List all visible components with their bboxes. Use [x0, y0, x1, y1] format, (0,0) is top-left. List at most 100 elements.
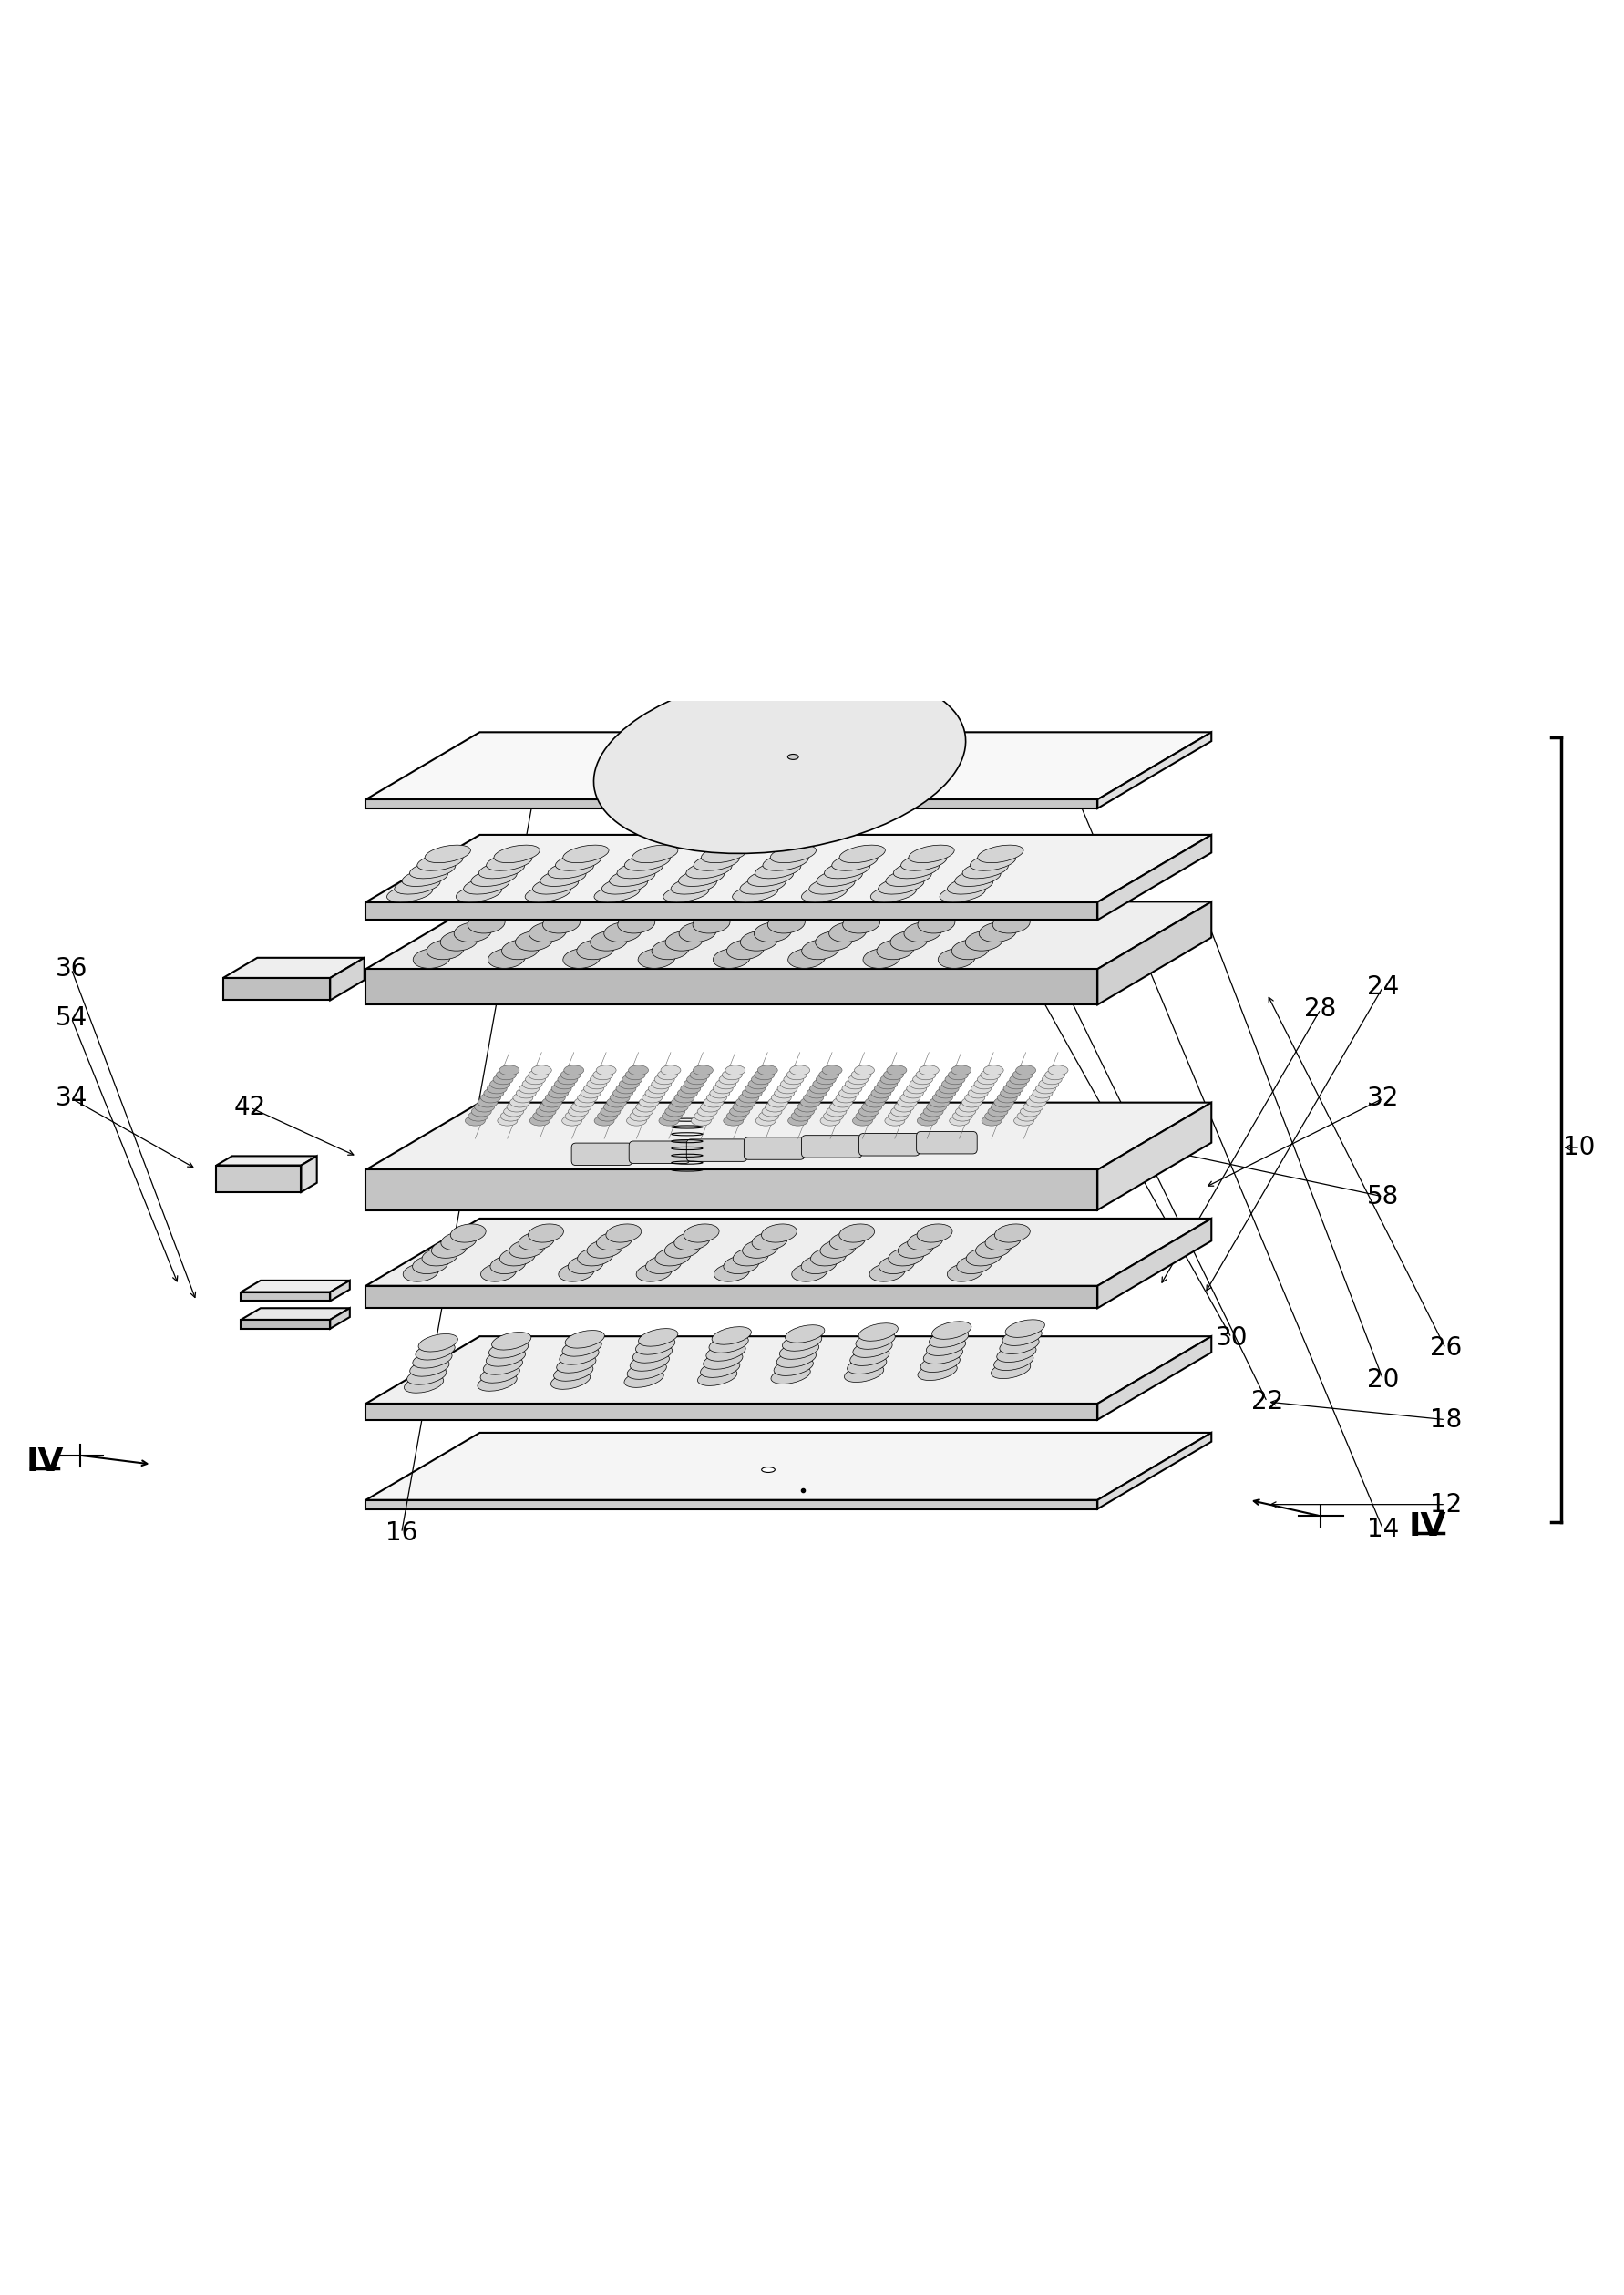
Ellipse shape: [791, 1111, 810, 1122]
Ellipse shape: [924, 1106, 944, 1118]
Ellipse shape: [913, 1074, 932, 1086]
Ellipse shape: [546, 1092, 565, 1104]
Ellipse shape: [633, 1106, 653, 1118]
Ellipse shape: [893, 861, 939, 879]
FancyBboxPatch shape: [744, 1138, 804, 1159]
Ellipse shape: [935, 1088, 955, 1099]
Ellipse shape: [991, 1102, 1012, 1113]
Ellipse shape: [612, 1088, 633, 1099]
Ellipse shape: [484, 1356, 523, 1375]
Ellipse shape: [510, 1097, 529, 1108]
Ellipse shape: [412, 1255, 448, 1274]
Ellipse shape: [510, 1239, 544, 1258]
Ellipse shape: [919, 1065, 939, 1076]
Ellipse shape: [1013, 1069, 1033, 1081]
Ellipse shape: [726, 939, 763, 959]
Ellipse shape: [755, 1069, 775, 1081]
Ellipse shape: [788, 1115, 809, 1127]
Ellipse shape: [607, 1097, 627, 1108]
Ellipse shape: [658, 1069, 677, 1081]
Ellipse shape: [752, 1074, 771, 1086]
Ellipse shape: [690, 1069, 710, 1081]
Ellipse shape: [590, 1074, 611, 1086]
Ellipse shape: [768, 1097, 788, 1108]
Ellipse shape: [1000, 1088, 1020, 1099]
Ellipse shape: [895, 1102, 914, 1113]
Ellipse shape: [645, 1088, 666, 1099]
Ellipse shape: [853, 1115, 872, 1127]
Ellipse shape: [929, 1097, 950, 1108]
Ellipse shape: [604, 923, 641, 941]
Ellipse shape: [840, 845, 885, 863]
Ellipse shape: [412, 1349, 451, 1368]
Polygon shape: [365, 732, 1212, 799]
Ellipse shape: [549, 1088, 568, 1099]
Ellipse shape: [1039, 1079, 1059, 1090]
Ellipse shape: [801, 1097, 820, 1108]
Ellipse shape: [830, 1232, 866, 1251]
Ellipse shape: [679, 923, 716, 941]
Ellipse shape: [490, 1255, 526, 1274]
Ellipse shape: [1010, 1074, 1030, 1086]
Polygon shape: [365, 1102, 1212, 1170]
Ellipse shape: [940, 884, 986, 902]
Ellipse shape: [763, 854, 809, 870]
Ellipse shape: [638, 1329, 677, 1347]
Ellipse shape: [565, 1111, 585, 1122]
Ellipse shape: [684, 1223, 719, 1242]
Ellipse shape: [921, 1111, 940, 1122]
Ellipse shape: [784, 1074, 804, 1086]
Ellipse shape: [979, 923, 1017, 941]
Ellipse shape: [565, 1331, 604, 1347]
Ellipse shape: [856, 1331, 895, 1349]
Ellipse shape: [685, 861, 732, 879]
Ellipse shape: [758, 1111, 780, 1122]
Ellipse shape: [503, 1106, 523, 1118]
Ellipse shape: [752, 1232, 788, 1251]
Ellipse shape: [719, 1074, 739, 1086]
Text: 26: 26: [1429, 1336, 1462, 1361]
Ellipse shape: [1013, 1115, 1034, 1127]
Ellipse shape: [526, 1074, 546, 1086]
Polygon shape: [365, 902, 1098, 920]
Polygon shape: [1098, 835, 1212, 920]
Ellipse shape: [947, 1262, 983, 1281]
Ellipse shape: [671, 877, 716, 895]
Ellipse shape: [554, 1363, 593, 1382]
Ellipse shape: [1043, 1074, 1062, 1086]
Ellipse shape: [932, 1322, 971, 1340]
Ellipse shape: [848, 1074, 869, 1086]
Polygon shape: [1098, 1219, 1212, 1308]
Polygon shape: [365, 968, 1098, 1005]
Ellipse shape: [679, 868, 724, 886]
Text: 42: 42: [234, 1095, 266, 1120]
Ellipse shape: [991, 1361, 1031, 1379]
Ellipse shape: [918, 1115, 937, 1127]
Ellipse shape: [559, 1262, 594, 1281]
Ellipse shape: [905, 923, 942, 941]
Ellipse shape: [754, 923, 791, 941]
Ellipse shape: [1002, 1329, 1043, 1345]
Ellipse shape: [994, 1097, 1013, 1108]
Ellipse shape: [471, 1106, 492, 1118]
Ellipse shape: [885, 1115, 905, 1127]
Ellipse shape: [559, 1347, 599, 1366]
Ellipse shape: [762, 1223, 797, 1242]
Ellipse shape: [481, 1262, 516, 1281]
Ellipse shape: [947, 877, 992, 895]
Ellipse shape: [630, 1111, 650, 1122]
Ellipse shape: [809, 877, 854, 895]
Ellipse shape: [768, 913, 806, 934]
Ellipse shape: [961, 1097, 983, 1108]
Ellipse shape: [1017, 1111, 1038, 1122]
Ellipse shape: [497, 1069, 516, 1081]
Ellipse shape: [844, 1079, 866, 1090]
Ellipse shape: [908, 1232, 944, 1251]
Ellipse shape: [419, 1333, 458, 1352]
Ellipse shape: [952, 939, 989, 959]
Polygon shape: [365, 1501, 1098, 1508]
Ellipse shape: [781, 1079, 801, 1090]
Ellipse shape: [489, 948, 525, 968]
Ellipse shape: [745, 1083, 765, 1095]
Ellipse shape: [793, 1262, 827, 1281]
